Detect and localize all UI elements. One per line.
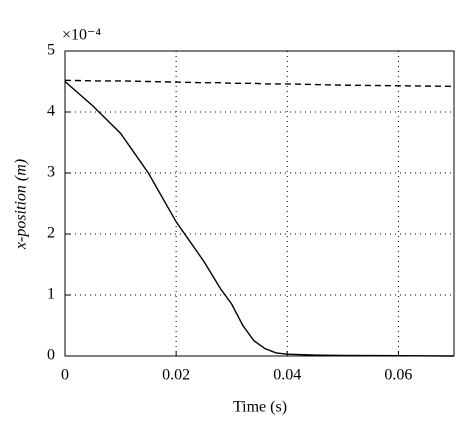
y-tick-label: 0 [47, 347, 55, 364]
y-tick-label: 3 [47, 164, 55, 181]
y-tick-label: 4 [47, 103, 55, 120]
y-tick-label: 2 [47, 225, 55, 242]
x-tick-label: 0 [61, 367, 69, 384]
y-tick-label: 1 [47, 286, 55, 303]
y-axis-label: x-position (m) [13, 159, 30, 250]
data-line [64, 79, 455, 88]
y-multiplier: ×10⁻⁴ [62, 27, 101, 44]
plot-frame [64, 50, 455, 357]
x-tick-label: 0.04 [273, 367, 301, 384]
x-axis-label: Time (s) [233, 399, 287, 416]
x-tick-label: 0.02 [162, 367, 190, 384]
x-tick-label: 0.06 [384, 367, 412, 384]
data-line [64, 80, 455, 357]
y-tick-label: 5 [47, 42, 55, 59]
